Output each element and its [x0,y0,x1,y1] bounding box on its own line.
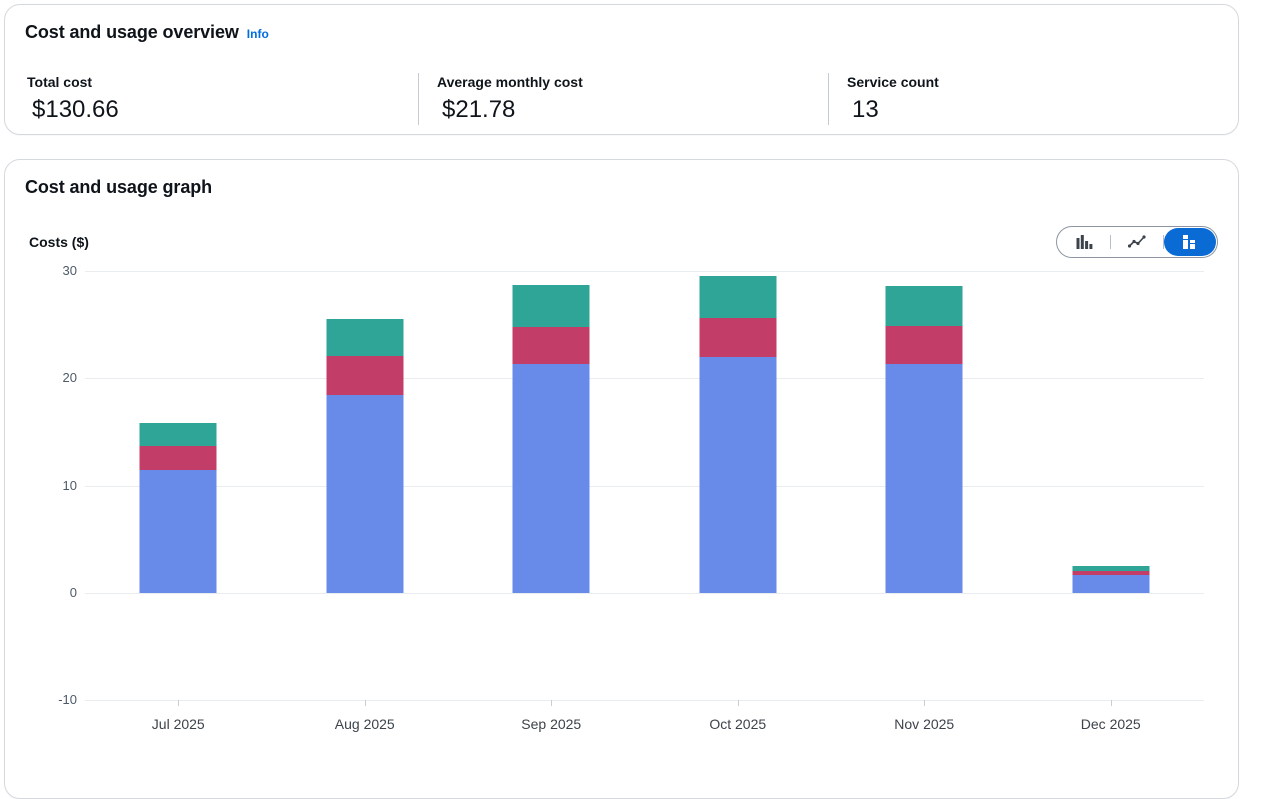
bar-segment-blue[interactable] [1072,574,1150,593]
line-chart-icon [1128,235,1146,248]
x-tick-label: Jul 2025 [151,716,205,732]
chart-type-line-button[interactable] [1111,228,1163,256]
bar-segment-blue[interactable] [512,364,590,593]
chart-type-stacked-bar-button[interactable] [1164,228,1216,256]
chart-type-segmented-control [1056,226,1218,258]
metric-total-cost: Total cost $130.66 [5,73,418,125]
segment-divider [1110,235,1111,249]
y-tick-label: 0 [69,584,77,600]
overview-card-title: Cost and usage overview [25,22,239,42]
x-tick-label: Sep 2025 [521,716,582,732]
metric-service-count: Service count 13 [828,73,1238,125]
graph-controls-row: Costs ($) [29,226,1218,258]
y-tick-label: 10 [62,477,77,493]
y-axis-title: Costs ($) [29,234,89,250]
stacked-bar-nov-2025[interactable] [885,286,963,593]
x-axis-tick [924,700,926,706]
stacked-bar-chart: 30 20 10 0 -10 Jul 2025 Aug 2025 Sep 2025 Oct 2… [5,263,1204,771]
bar-segment-teal[interactable] [699,275,777,319]
x-axis-tick [551,700,553,706]
stacked-bar-dec-2025[interactable] [1072,566,1150,593]
x-tick-label: Dec 2025 [1080,716,1141,732]
gridline-y-0 [85,592,1204,594]
x-tick-label: Nov 2025 [894,716,955,732]
bar-segment-teal[interactable] [139,422,217,446]
gridline-y-20 [85,378,1204,380]
overview-card-header: Cost and usage overview Info [5,5,1238,43]
bar-segment-red[interactable] [139,445,217,471]
x-tick-label: Oct 2025 [709,716,767,732]
bar-segment-red[interactable] [699,318,777,357]
y-axis-labels: 30 20 10 0 -10 [5,263,77,707]
bar-segment-teal[interactable] [1072,566,1150,571]
stacked-bar-aug-2025[interactable] [326,318,404,593]
overview-metrics-row: Total cost $130.66 Average monthly cost … [5,73,1238,125]
bar-segment-red[interactable] [885,326,963,365]
chart-type-bar-button[interactable] [1058,228,1110,256]
stacked-bar-jul-2025[interactable] [139,422,217,593]
y-tick-label: 20 [62,370,77,386]
x-axis-tick [364,700,366,706]
graph-card-title: Cost and usage graph [25,177,213,197]
bar-segment-red[interactable] [1072,570,1150,575]
metric-value: $21.78 [442,96,516,123]
bar-chart-icon [1076,235,1092,249]
y-tick-label: -10 [58,692,77,707]
x-tick-label: Aug 2025 [334,716,395,732]
chart-plot-area: Jul 2025 Aug 2025 Sep 2025 Oct 2025 Nov 2025… [85,271,1204,732]
stacked-bar-chart-icon [1183,235,1195,249]
bar-segment-teal[interactable] [326,318,404,356]
cost-usage-overview-card: Cost and usage overview Info Total cost … [4,4,1239,135]
bar-segment-blue[interactable] [885,364,963,593]
bar-segment-teal[interactable] [885,286,963,327]
y-tick-label: 30 [62,263,77,278]
gridline-y--10 [85,700,1204,701]
stacked-bar-oct-2025[interactable] [699,275,777,593]
x-axis-tick [1110,700,1112,706]
bar-segment-blue[interactable] [139,470,217,593]
stacked-bar-sep-2025[interactable] [512,285,590,593]
bar-segment-red[interactable] [512,327,590,365]
x-axis-tick [178,700,180,706]
metric-label: Average monthly cost [437,74,583,90]
segment-divider [1163,235,1164,249]
metric-value: $130.66 [32,96,119,123]
metric-label: Service count [847,74,939,90]
bar-segment-teal[interactable] [512,285,590,328]
cost-usage-graph-card: Cost and usage graph Costs ($) [4,159,1239,799]
gridline-y-10 [85,485,1204,487]
bar-segment-blue[interactable] [699,356,777,593]
bar-segment-blue[interactable] [326,394,404,593]
bar-segment-red[interactable] [326,355,404,395]
metric-average-monthly-cost: Average monthly cost $21.78 [418,73,828,125]
metric-value: 13 [852,96,879,123]
x-axis-tick [737,700,739,706]
graph-card-header: Cost and usage graph [5,160,1238,198]
metric-label: Total cost [27,74,93,90]
gridline-y-30 [85,271,1204,272]
info-link[interactable]: Info [246,27,269,41]
